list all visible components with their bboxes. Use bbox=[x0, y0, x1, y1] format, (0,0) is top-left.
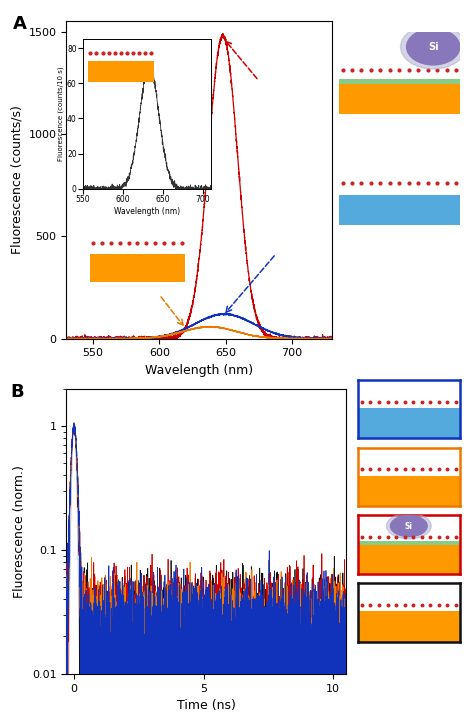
Bar bbox=[90, 254, 185, 282]
Bar bbox=[339, 83, 460, 114]
Y-axis label: Fluorescence (norm.): Fluorescence (norm.) bbox=[13, 465, 27, 597]
Bar bbox=[358, 476, 460, 506]
Bar bbox=[339, 79, 460, 83]
Circle shape bbox=[407, 29, 460, 65]
Circle shape bbox=[401, 25, 466, 69]
X-axis label: Wavelength (nm): Wavelength (nm) bbox=[145, 364, 253, 377]
Text: A: A bbox=[13, 15, 27, 33]
Bar bbox=[358, 543, 460, 574]
Bar bbox=[358, 408, 460, 438]
Text: Si: Si bbox=[428, 42, 438, 52]
X-axis label: Time (ns): Time (ns) bbox=[177, 699, 236, 712]
X-axis label: Wavelength (nm): Wavelength (nm) bbox=[114, 207, 180, 216]
Circle shape bbox=[386, 513, 431, 539]
Bar bbox=[88, 61, 154, 82]
Circle shape bbox=[391, 515, 427, 537]
Text: B: B bbox=[10, 383, 24, 401]
Text: Si: Si bbox=[405, 521, 413, 530]
Bar bbox=[358, 540, 460, 545]
Bar bbox=[339, 195, 460, 225]
Bar bbox=[358, 611, 460, 642]
Y-axis label: Fluorescence (counts/s): Fluorescence (counts/s) bbox=[10, 106, 23, 255]
Y-axis label: Fluorescence (counts/10 s): Fluorescence (counts/10 s) bbox=[58, 67, 64, 161]
